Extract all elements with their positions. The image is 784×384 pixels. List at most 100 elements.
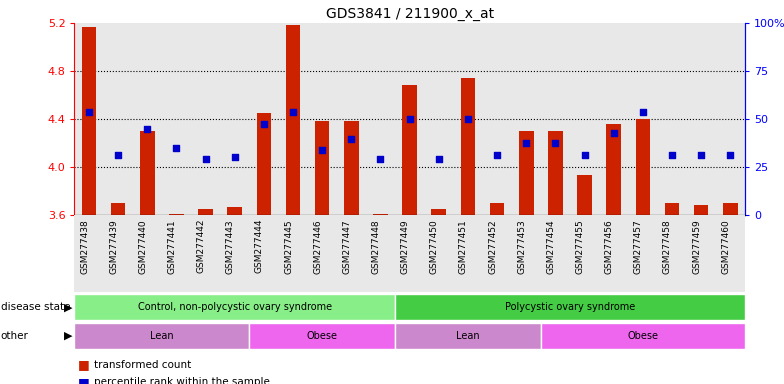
Text: GSM277444: GSM277444 [255,219,264,273]
Bar [606,124,621,215]
Point [112,152,125,158]
Text: GSM277452: GSM277452 [488,219,497,273]
Bar [198,209,213,215]
Bar [402,86,417,215]
Bar [132,23,162,215]
Bar [395,323,541,349]
Text: other: other [1,331,29,341]
Text: GSM277459: GSM277459 [692,219,701,274]
Point [433,156,445,162]
Text: GSM277442: GSM277442 [197,219,205,273]
Text: Lean: Lean [456,331,480,341]
Text: GSM277456: GSM277456 [604,219,614,274]
Point [83,109,96,115]
Bar [395,294,745,320]
Text: GSM277448: GSM277448 [372,219,380,273]
Bar [490,203,504,215]
Bar [424,23,453,215]
Text: GSM277446: GSM277446 [313,219,322,273]
Text: ■: ■ [78,376,94,384]
Bar [665,203,679,215]
Text: transformed count: transformed count [94,360,191,370]
Bar [628,23,657,215]
Text: ■: ■ [78,358,94,371]
Bar [220,23,249,215]
Text: GSM277455: GSM277455 [575,219,585,274]
Bar [256,113,271,215]
Bar [657,23,687,215]
Text: GSM277443: GSM277443 [226,219,234,273]
Text: GSM277449: GSM277449 [401,219,409,273]
Point [491,152,503,158]
Bar [395,23,424,215]
Bar [74,294,395,320]
Point [374,156,387,162]
Point [549,140,561,146]
Bar [541,23,570,215]
Text: percentile rank within the sample: percentile rank within the sample [94,377,270,384]
Text: GSM277445: GSM277445 [284,219,293,273]
Point [345,136,358,142]
Bar [577,175,592,215]
Bar [249,23,278,215]
Bar [169,214,183,215]
Text: GSM277457: GSM277457 [633,219,643,274]
Bar [74,323,249,349]
Point [287,109,299,115]
Text: Lean: Lean [150,331,174,341]
Text: GSM277438: GSM277438 [80,219,89,274]
Text: GSM277439: GSM277439 [109,219,118,274]
Bar [82,26,96,215]
Bar [373,214,388,215]
Point [608,130,620,136]
Bar [687,23,716,215]
Text: Polycystic ovary syndrome: Polycystic ovary syndrome [505,302,635,312]
Bar [519,131,533,215]
Text: Control, non-polycystic ovary syndrome: Control, non-polycystic ovary syndrome [138,302,332,312]
Point [520,140,532,146]
Text: GSM277454: GSM277454 [546,219,555,273]
Bar [599,23,628,215]
Bar [723,203,738,215]
Point [666,152,678,158]
Text: GSM277453: GSM277453 [517,219,526,274]
Bar [191,23,220,215]
Point [228,154,241,161]
Point [695,152,707,158]
Point [141,126,154,132]
Bar [694,205,709,215]
Text: Obese: Obese [307,331,338,341]
Bar [431,209,446,215]
Bar [636,119,650,215]
Point [579,152,591,158]
Text: GSM277460: GSM277460 [721,219,730,274]
Point [316,147,328,153]
Bar [286,25,300,215]
Text: GSM277451: GSM277451 [459,219,468,274]
Title: GDS3841 / 211900_x_at: GDS3841 / 211900_x_at [325,7,494,21]
Bar [482,23,512,215]
Bar [103,23,132,215]
Text: GSM277447: GSM277447 [343,219,351,273]
Text: GSM277450: GSM277450 [430,219,439,274]
Point [170,145,183,151]
Point [199,156,212,162]
Text: ▶: ▶ [64,302,72,312]
Text: Obese: Obese [627,331,659,341]
Bar [541,323,745,349]
Text: disease state: disease state [1,302,71,312]
Bar [162,23,191,215]
Bar [366,23,395,215]
Bar [453,23,482,215]
Point [258,121,270,127]
Bar [278,23,307,215]
Bar [227,207,242,215]
Bar [337,23,366,215]
Bar [307,23,337,215]
Bar [512,23,541,215]
Text: GSM277458: GSM277458 [663,219,672,274]
Bar [74,23,103,215]
Bar [140,131,154,215]
Bar [315,121,329,215]
Point [462,116,474,122]
